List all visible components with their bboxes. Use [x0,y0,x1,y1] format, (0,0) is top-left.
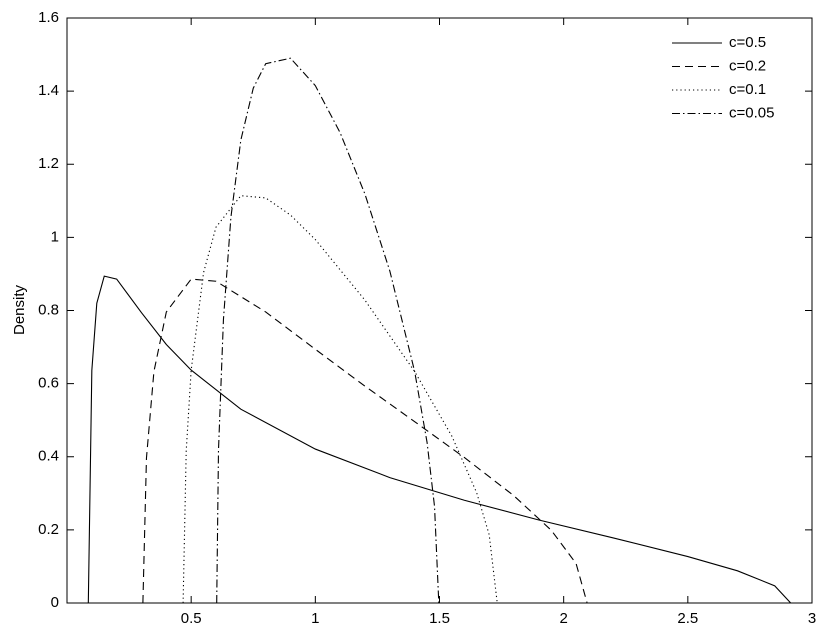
x-tick-label: 2.5 [677,610,698,627]
x-tick-label: 2 [559,610,567,627]
y-tick-label: 1.4 [38,82,59,99]
legend-label: c=0.1 [729,81,766,98]
legend-label: c=0.5 [729,34,766,51]
legend-label: c=0.2 [729,57,766,74]
x-tick-label: 3 [808,610,816,627]
x-tick-label: 1 [311,610,319,627]
y-axis-label: Density [11,284,28,335]
y-tick-label: 1.6 [38,9,59,26]
legend-label: c=0.05 [729,104,774,121]
series-line [87,275,792,604]
y-tick-label: 0 [51,594,59,611]
x-tick-label: 1.5 [429,610,450,627]
plot-frame [66,17,813,604]
y-tick-label: 0.6 [38,375,59,392]
y-tick-label: 0.2 [38,521,59,538]
y-tick-label: 1.2 [38,155,59,172]
y-tick-label: 0.8 [38,301,59,318]
series-line [142,278,588,604]
series-line [216,57,440,604]
y-tick-label: 0.4 [38,448,59,465]
series-line [182,195,498,604]
x-tick-label: 0.5 [181,610,202,627]
y-tick-label: 1 [51,228,59,245]
